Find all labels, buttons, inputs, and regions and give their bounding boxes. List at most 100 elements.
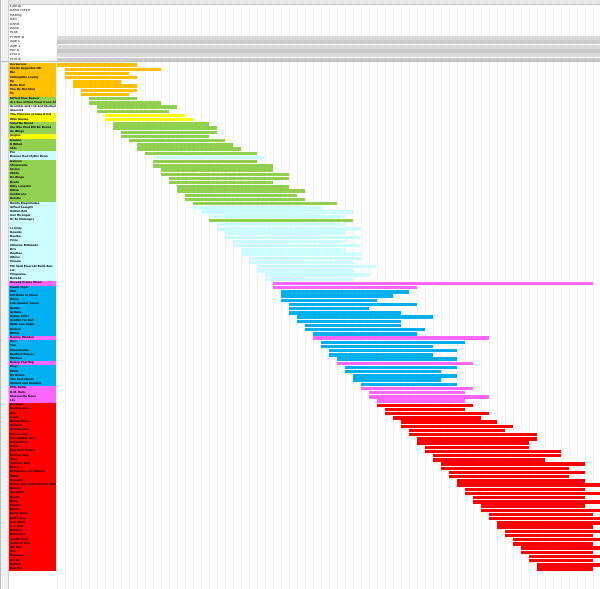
song-title-cell[interactable]: Bo Brand [9, 373, 56, 378]
chart-run-bar[interactable]: · · · · · · · · · · · · · · · · · · · · … [233, 243, 361, 248]
chart-run-bar[interactable]: · · · · · · · · · · · · · · · · · · · · … [425, 445, 529, 450]
chart-run-bar[interactable]: · · · · · · · · · · · · · · · · · · · · … [457, 483, 600, 487]
chart-run-bar[interactable]: · · · · · · · · · · · · · · · · · · · · … [529, 554, 600, 559]
song-title-cell[interactable]: Dewide [9, 231, 56, 236]
chart-run-bar[interactable]: · · · · · · · · · · · · · · · · · · · · … [313, 336, 489, 340]
chart-run-bar[interactable]: · · · · · · · · · · · · · · · · · · · · … [361, 382, 457, 387]
chart-run-bar[interactable]: · · · · · · · · · · · · · · · · · · · · … [369, 395, 489, 399]
chart-run-bar[interactable]: · · · · · · · · · · · · · · · · · · · · … [145, 151, 257, 156]
chart-run-bar[interactable]: · · · · · · · · · · · · · · · · · · · · … [465, 487, 585, 492]
song-title-cell[interactable]: The Princess of Gela B list [9, 113, 56, 118]
chart-run-bar[interactable]: · · · · · · · · · · · · · · · · · · · · … [249, 260, 353, 265]
song-title-cell[interactable]: Bells and Anglo [9, 323, 56, 328]
song-title-cell[interactable]: Bellion [9, 562, 56, 567]
chart-run-bar[interactable]: · · · · · · · · · · · · · · · · · · · · … [529, 558, 593, 563]
chart-run-bar[interactable]: · · · · · · · · · · · · · · · · · · · · … [105, 117, 193, 122]
song-title-cell[interactable]: Bellie Dump [9, 512, 56, 517]
song-title-cell[interactable]: Brads [9, 180, 56, 185]
song-title-cell[interactable]: Chimmy Bell [9, 462, 56, 467]
song-title-cell[interactable]: Boradd [9, 277, 56, 282]
song-title-cell[interactable]: Lad Amelon Sneus [9, 302, 56, 307]
chart-run-bar[interactable]: · · · · · · · · · · · · · · · · · · · · … [337, 361, 473, 366]
song-title-cell[interactable]: Pp [9, 79, 56, 84]
chart-run-bar[interactable]: · · · · · · · · · · · · · · · · · · · · … [321, 340, 465, 345]
chart-run-bar[interactable]: · · · · · · · · · · · · · · · · · · · · … [489, 516, 600, 521]
song-title-cell[interactable]: Tu [9, 92, 56, 97]
chart-run-bar[interactable]: · · · · · · · · · · · · · · · · · · · · … [185, 197, 305, 202]
chart-run-bar[interactable]: · · · · · · · · · · · · · · · · · · · · … [409, 432, 537, 437]
song-title-cell[interactable]: Glascott [9, 109, 56, 114]
song-title-cell[interactable]: Gifted Seeight [9, 205, 56, 210]
chart-run-bar[interactable]: · · · · · · · · · · · · · · · · · · · · … [473, 495, 585, 500]
song-title-cell[interactable]: Bubbs [9, 508, 56, 513]
song-title-cell[interactable]: Laplo [9, 415, 56, 420]
chart-run-bar[interactable]: · · · · · · · · · · · · · · · · · · · · … [537, 563, 600, 567]
chart-run-bar[interactable]: · · · · · · · · · · · · · · · · · · · · … [233, 239, 345, 244]
song-title-cell[interactable]: Marhen [9, 357, 56, 362]
chart-run-bar[interactable]: · · · · · · · · · · · · · · · · · · · · … [297, 315, 433, 319]
song-title-cell[interactable]: Liz [9, 268, 56, 273]
chart-run-bar[interactable]: · · · · · · · · · · · · · · · · · · · · … [337, 357, 457, 361]
chart-run-bar[interactable]: · · · · · · · · · · · · · · · · · · · · … [81, 92, 129, 97]
song-title-cell[interactable]: Antebellum [9, 441, 56, 446]
chart-run-bar[interactable]: · · · · · · · · · · · · · · · · · · · · … [97, 109, 169, 114]
song-title-cell[interactable]: Raindrops and Mambo [9, 470, 56, 475]
song-title-cell[interactable]: Sivion [9, 168, 56, 173]
song-title-cell[interactable]: The Babble Bell [9, 436, 56, 441]
song-title-cell[interactable]: Pix [9, 151, 56, 156]
chart-run-bar[interactable]: · · · · · · · · · · · · · · · · · · · · … [473, 500, 600, 504]
song-title-cell[interactable]: Shewerelle [9, 163, 56, 168]
chart-run-bar[interactable]: · · · · · · · · · · · · · · · · · · · · … [73, 80, 121, 84]
song-title-cell[interactable]: Ll Andy [9, 226, 56, 231]
song-title-cell[interactable]: Sammy Bell [9, 453, 56, 458]
chart-run-bar[interactable]: · · · · · · · · · · · · · · · · · · · · … [153, 164, 273, 168]
song-title-cell[interactable]: Melted and Belated [9, 382, 56, 387]
chart-run-bar[interactable]: · · · · · · · · · · · · · · · · · · · · … [89, 101, 161, 105]
chart-run-bar[interactable]: · · · · · · · · · · · · · · · · · · · · … [345, 369, 441, 374]
song-title-cell[interactable]: Sole Best [9, 520, 56, 525]
chart-run-bar[interactable]: · · · · · · · · · · · · · · · · · · · · … [401, 420, 497, 424]
song-title-cell[interactable]: Tim [9, 344, 56, 349]
chart-run-bar[interactable]: · · · · · · · · · · · · · · · · · · · · … [81, 88, 137, 93]
chart-run-bar[interactable]: · · · · · · · · · · · · · · · · · · · · … [537, 567, 593, 571]
chart-run-bar[interactable]: · · · · · · · · · · · · · · · · · · · · … [289, 306, 369, 311]
chart-run-bar[interactable]: · · · · · · · · · · · · · · · · · · · · … [377, 399, 465, 403]
chart-run-bar[interactable]: · · · · · · · · · · · · · · · · · · · · … [433, 453, 561, 458]
chart-run-bar[interactable]: · · · · · · · · · · · · · · · · · · · · … [169, 176, 289, 181]
song-title-cell[interactable]: Bell Bold Fellow [9, 449, 56, 454]
song-title-cell[interactable]: Bonner Red Myths Benn [9, 155, 56, 160]
song-title-cell[interactable]: Doubte [9, 138, 56, 143]
song-title-cell[interactable]: Millie [9, 474, 56, 479]
song-title-cell[interactable]: Kiva [9, 340, 56, 345]
chart-run-bar[interactable]: · · · · · · · · · · · · · · · · · · · · … [425, 449, 561, 454]
song-title-cell[interactable]: Pewin Tiger [9, 285, 56, 290]
chart-run-bar[interactable]: · · · · · · · · · · · · · · · · · · · · … [217, 222, 345, 227]
chart-run-bar[interactable]: · · · · · · · · · · · · · · · · · · · · … [177, 189, 305, 193]
chart-run-bar[interactable]: · · · · · · · · · · · · · · · · · · · · … [457, 479, 585, 483]
song-title-cell[interactable]: Gorkscrew [9, 63, 56, 68]
chart-run-bar[interactable]: · · · · · · · · · · · · · · · · · · · · … [161, 172, 289, 177]
chart-run-bar[interactable]: · · · · · · · · · · · · · · · · · · · · … [513, 542, 593, 546]
song-title-cell[interactable]: The Red Album [9, 378, 56, 383]
song-title-cell[interactable]: Cheese Lite [9, 432, 56, 437]
song-title-cell[interactable]: Kid Bell [9, 546, 56, 551]
chart-run-bar[interactable]: · · · · · · · · · · · · · · · · · · · · … [385, 407, 465, 412]
song-title-cell[interactable]: Whine [9, 256, 56, 261]
song-title-cell[interactable]: Denbo [9, 306, 56, 311]
row-number-column[interactable] [1, 0, 9, 589]
chart-run-bar[interactable]: · · · · · · · · · · · · · · · · · · · · … [313, 332, 417, 336]
song-title-cell[interactable]: Bellum [9, 487, 56, 492]
chart-run-bar[interactable]: · · · · · · · · · · · · · · · · · · · · … [329, 348, 457, 353]
song-title-cell[interactable]: Brow [9, 499, 56, 504]
song-title-cell[interactable]: Ole Bile Mod Bill Be Bored [9, 126, 56, 131]
chart-run-bar[interactable]: · · · · · · · · · · · · · · · · · · · · … [281, 294, 393, 298]
chart-run-bar[interactable]: · · · · · · · · · · · · · · · · · · · · … [441, 462, 585, 466]
chart-run-bar[interactable]: · · · · · · · · · · · · · · · · · · · · … [129, 138, 225, 143]
song-title-cell[interactable]: Phemin [9, 424, 56, 429]
chart-run-bar[interactable]: · · · · · · · · · · · · · · · · · · · · … [161, 168, 273, 172]
song-title-cell[interactable]: D.M. Bells [9, 390, 56, 395]
chart-run-bar[interactable]: · · · · · · · · · · · · · · · · · · · · … [273, 281, 593, 286]
song-title-cell[interactable]: Dec Bel [9, 567, 56, 572]
song-title-cell[interactable]: Beelbe [9, 235, 56, 240]
song-title-cell[interactable]: Bellaway [9, 554, 56, 559]
